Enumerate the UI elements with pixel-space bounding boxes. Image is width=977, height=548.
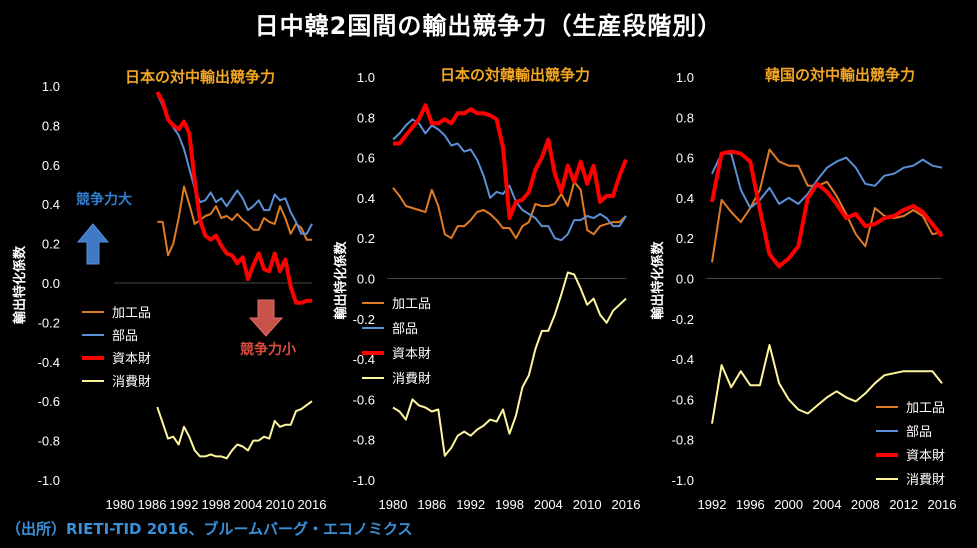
legend-label: 消費財 bbox=[906, 473, 945, 488]
y-tick-label: 1.0 bbox=[676, 70, 694, 85]
y-tick-label: 0.4 bbox=[676, 191, 694, 206]
x-tick-label: 1986 bbox=[138, 497, 167, 512]
y-tick-label: 0.2 bbox=[42, 237, 60, 252]
x-tick-label: 1980 bbox=[379, 497, 408, 512]
y-tick-label: 0.6 bbox=[357, 151, 375, 166]
y-tick-label: 0.2 bbox=[676, 231, 694, 246]
legend-label: 資本財 bbox=[906, 449, 945, 464]
legend-label: 資本財 bbox=[112, 352, 151, 367]
y-tick-label: 0.0 bbox=[676, 272, 694, 287]
x-tick-label: 2010 bbox=[266, 497, 295, 512]
y-tick-label: -0.8 bbox=[353, 433, 375, 448]
chart-title: 日本の対中輸出競争力 bbox=[125, 68, 275, 86]
chart-panel-1: 日本の対中輸出競争力 1.0 0.8 0.6 0.4 0.2 0.0 -0.2 -0.4 -0.6… bbox=[12, 68, 326, 512]
source-note: （出所）RIETI-TID 2016、ブルームバーグ・エコノミクス bbox=[6, 520, 413, 538]
series-line-4 bbox=[392, 271, 627, 457]
x-tick-label: 2004 bbox=[813, 497, 842, 512]
x-tick-label: 1996 bbox=[736, 497, 765, 512]
x-tick-label: 2012 bbox=[889, 497, 918, 512]
x-tick-label: 2004 bbox=[534, 497, 563, 512]
series-line-3 bbox=[155, 90, 312, 305]
y-tick-label: -0.8 bbox=[38, 434, 60, 449]
x-tick-label: 1992 bbox=[456, 497, 485, 512]
legend-label: 部品 bbox=[392, 322, 418, 337]
y-tick-label: 0.6 bbox=[42, 158, 60, 173]
legend-label: 部品 bbox=[906, 425, 932, 440]
y-axis-label: 輸出特化係数 bbox=[12, 245, 28, 324]
series-line-2 bbox=[392, 118, 627, 242]
x-tick-label: 1998 bbox=[495, 497, 524, 512]
y-tick-label: 0.2 bbox=[357, 231, 375, 246]
series-line-2 bbox=[156, 93, 313, 235]
x-tick-label: 1992 bbox=[698, 497, 727, 512]
x-tick-label: 1992 bbox=[170, 497, 199, 512]
legend-label: 加工品 bbox=[112, 306, 151, 321]
chart-panel-3: 韓国の対中輸出競争力 1.0 0.8 0.6 0.4 0.2 0.0 -0.2 -0.4 -0.6… bbox=[650, 66, 956, 512]
legend-label: 加工品 bbox=[906, 401, 945, 416]
legend-label: 消費財 bbox=[392, 372, 431, 387]
y-tick-label: 1.0 bbox=[357, 70, 375, 85]
y-tick-label: -0.6 bbox=[672, 392, 694, 407]
series-line-4 bbox=[156, 400, 313, 460]
y-tick-label: -0.4 bbox=[672, 352, 694, 367]
x-tick-label: 1998 bbox=[202, 497, 231, 512]
y-tick-label: 0.0 bbox=[357, 272, 375, 287]
down-arrow-icon bbox=[248, 299, 284, 337]
y-tick-label: -1.0 bbox=[672, 473, 694, 488]
annotation-up: 競争力大 bbox=[76, 191, 132, 208]
legend-label: 資本財 bbox=[392, 347, 431, 362]
series-line-1 bbox=[157, 185, 312, 257]
y-tick-label: 1.0 bbox=[42, 79, 60, 94]
x-tick-label: 2008 bbox=[851, 497, 880, 512]
chart-title: 韓国の対中輸出競争力 bbox=[765, 66, 915, 84]
x-tick-label: 1986 bbox=[417, 497, 446, 512]
y-tick-label: 0.8 bbox=[676, 110, 694, 125]
y-tick-label: -0.4 bbox=[38, 355, 60, 370]
legend-label: 加工品 bbox=[392, 297, 431, 312]
x-tick-label: 2000 bbox=[774, 497, 803, 512]
legend-label: 消費財 bbox=[112, 375, 151, 390]
legend-label: 部品 bbox=[112, 329, 138, 344]
y-axis-label: 輸出特化係数 bbox=[650, 241, 666, 320]
chart-title: 日本の対韓輸出競争力 bbox=[440, 66, 590, 84]
y-tick-label: -0.4 bbox=[353, 352, 375, 367]
y-tick-label: 0.6 bbox=[676, 151, 694, 166]
annotation-down: 競争力小 bbox=[240, 341, 296, 358]
x-tick-label: 2016 bbox=[298, 497, 327, 512]
y-tick-label: -0.2 bbox=[353, 312, 375, 327]
chart-panel-2: 日本の対韓輸出競争力 1.0 0.8 0.6 0.4 0.2 0.0 -0.2 -0.4 -0.6… bbox=[333, 66, 640, 512]
y-tick-label: -0.2 bbox=[672, 312, 694, 327]
series-line-4 bbox=[711, 344, 943, 424]
y-tick-label: -0.6 bbox=[353, 392, 375, 407]
y-tick-label: 0.4 bbox=[357, 191, 375, 206]
y-tick-label: -0.2 bbox=[38, 315, 60, 330]
page-title: 日中韓2国間の輸出競争力（生産段階別） bbox=[254, 12, 723, 40]
y-tick-label: 0.0 bbox=[42, 276, 60, 291]
series-line-2 bbox=[711, 152, 943, 209]
series-line-3 bbox=[710, 149, 944, 269]
series-line-1 bbox=[392, 180, 627, 240]
y-tick-label: -1.0 bbox=[353, 473, 375, 488]
y-axis-label: 輸出特化係数 bbox=[333, 241, 349, 320]
y-tick-label: -0.6 bbox=[38, 394, 60, 409]
y-tick-label: 0.8 bbox=[357, 110, 375, 125]
y-tick-label: 0.8 bbox=[42, 118, 60, 133]
x-tick-label: 2016 bbox=[612, 497, 641, 512]
x-tick-label: 2010 bbox=[573, 497, 602, 512]
x-tick-label: 2004 bbox=[234, 497, 263, 512]
y-tick-label: -0.8 bbox=[672, 433, 694, 448]
y-tick-label: 0.4 bbox=[42, 197, 60, 212]
y-tick-label: -1.0 bbox=[38, 473, 60, 488]
x-tick-label: 1980 bbox=[106, 497, 135, 512]
x-tick-label: 2016 bbox=[928, 497, 957, 512]
up-arrow-icon bbox=[76, 223, 110, 265]
series-line-3 bbox=[393, 103, 628, 221]
